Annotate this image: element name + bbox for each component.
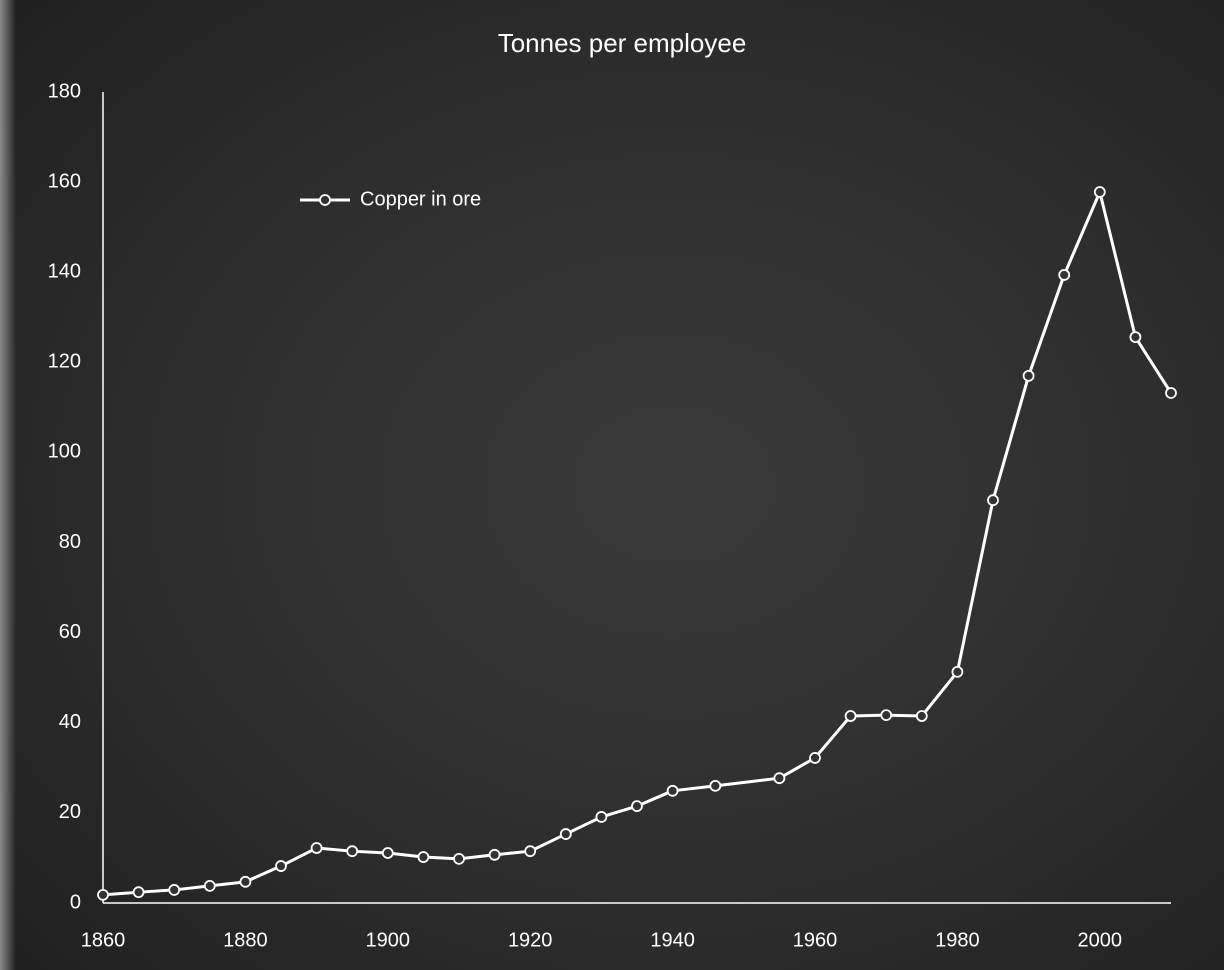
data-point (1024, 371, 1034, 381)
x-tick-label: 1980 (935, 929, 980, 951)
data-point (917, 711, 927, 721)
y-tick-label: 40 (59, 711, 81, 733)
data-point (810, 753, 820, 763)
data-point (383, 848, 393, 858)
data-point (988, 495, 998, 505)
data-point (881, 710, 891, 720)
page: Tonnes per employee 0 20 40 60 80 100 120 140 16… (0, 0, 1224, 970)
data-point (134, 887, 144, 897)
data-point (710, 781, 720, 791)
data-point (240, 877, 250, 887)
data-point (632, 801, 642, 811)
data-point (347, 846, 357, 856)
data-point (169, 885, 179, 895)
x-tick-label: 1960 (793, 929, 838, 951)
y-tick-label: 140 (48, 261, 81, 283)
data-point (774, 773, 784, 783)
x-tick-label: 1860 (81, 929, 126, 951)
data-point (205, 881, 215, 891)
data-point (846, 711, 856, 721)
y-tick-label: 120 (48, 351, 81, 373)
x-tick-label: 1920 (508, 929, 553, 951)
legend-label: Copper in ore (360, 188, 481, 210)
y-tick-label: 100 (48, 441, 81, 463)
data-point (276, 861, 286, 871)
data-point (525, 846, 535, 856)
y-tick-label: 180 (48, 80, 81, 102)
x-tick-label: 2000 (1078, 929, 1123, 951)
y-tick-label: 20 (59, 801, 81, 823)
data-point (490, 850, 500, 860)
x-tick-label: 1900 (366, 929, 411, 951)
y-tick-label: 0 (70, 891, 81, 913)
background (0, 0, 1224, 970)
chart: Tonnes per employee 0 20 40 60 80 100 120 140 16… (0, 0, 1224, 970)
data-point (418, 852, 428, 862)
chart-title: Tonnes per employee (498, 28, 747, 58)
data-point (454, 854, 464, 864)
y-tick-label: 60 (59, 621, 81, 643)
data-point (1059, 270, 1069, 280)
data-point (952, 667, 962, 677)
legend-marker (320, 195, 330, 205)
data-point (98, 890, 108, 900)
y-tick-label: 160 (48, 170, 81, 192)
y-tick-label: 80 (59, 531, 81, 553)
data-point (668, 786, 678, 796)
data-point (1130, 332, 1140, 342)
data-point (561, 829, 571, 839)
data-point (312, 843, 322, 853)
data-point (1166, 388, 1176, 398)
data-point (1095, 187, 1105, 197)
data-point (596, 812, 606, 822)
background-edge (0, 0, 16, 970)
x-tick-label: 1940 (650, 929, 695, 951)
x-tick-label: 1880 (223, 929, 268, 951)
